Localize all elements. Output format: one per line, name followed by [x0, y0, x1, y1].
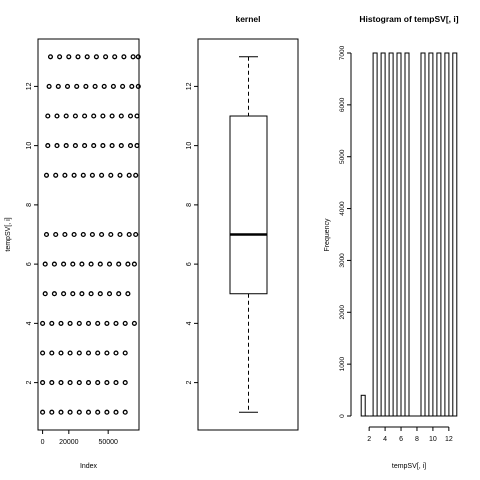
y-tick-label: 0	[339, 414, 346, 418]
y-tick-label: 6	[26, 262, 33, 266]
y-tick-label: 12	[26, 82, 33, 90]
index-plot-x-axis-label: Index	[80, 463, 98, 470]
y-tick-label: 1000	[339, 357, 346, 372]
histogram-bar	[373, 53, 377, 416]
y-tick-label: 10	[26, 142, 33, 150]
y-tick-label: 4	[186, 321, 193, 325]
histogram-bar	[429, 53, 433, 416]
x-tick-label: 10	[429, 436, 437, 443]
y-tick-label: 8	[186, 203, 193, 207]
histogram-bar	[405, 53, 409, 416]
y-tick-label: 12	[186, 82, 193, 90]
y-tick-label: 3000	[339, 253, 346, 268]
y-tick-label: 2	[26, 381, 33, 385]
histogram-bar	[437, 53, 441, 416]
histogram-title: Histogram of tempSV[, i]	[359, 14, 458, 24]
histogram-bar	[421, 53, 425, 416]
x-tick-label: 8	[415, 436, 419, 443]
x-tick-label: 4	[383, 436, 387, 443]
x-tick-label: 2	[367, 436, 371, 443]
x-tick-label: 0	[41, 439, 45, 446]
boxplot-title: kernel	[235, 14, 260, 24]
histogram-bar	[389, 53, 393, 416]
x-tick-label: 50000	[98, 439, 118, 446]
y-tick-label: 5000	[339, 149, 346, 164]
histogram-bar	[381, 53, 385, 416]
x-tick-label: 20000	[59, 439, 79, 446]
histogram-bar	[397, 53, 401, 416]
y-tick-label: 6000	[339, 97, 346, 112]
histogram-bar	[361, 395, 365, 416]
index-plot-y-axis-label: tempSV[, i]	[5, 217, 12, 251]
x-tick-label: 6	[399, 436, 403, 443]
y-tick-label: 8	[26, 203, 33, 207]
y-tick-label: 4	[26, 321, 33, 325]
y-tick-label: 10	[186, 142, 193, 150]
y-tick-label: 4000	[339, 201, 346, 216]
histogram-bar	[445, 53, 449, 416]
y-tick-label: 7000	[339, 45, 346, 60]
x-tick-label: 12	[445, 436, 453, 443]
y-tick-label: 2	[186, 381, 193, 385]
histogram-bar	[453, 53, 457, 416]
y-tick-label: 2000	[339, 305, 346, 320]
y-tick-label: 6	[186, 262, 193, 266]
histogram-y-axis-label: Frequency	[324, 218, 331, 252]
histogram-x-axis-label: tempSV[, i]	[392, 463, 426, 470]
